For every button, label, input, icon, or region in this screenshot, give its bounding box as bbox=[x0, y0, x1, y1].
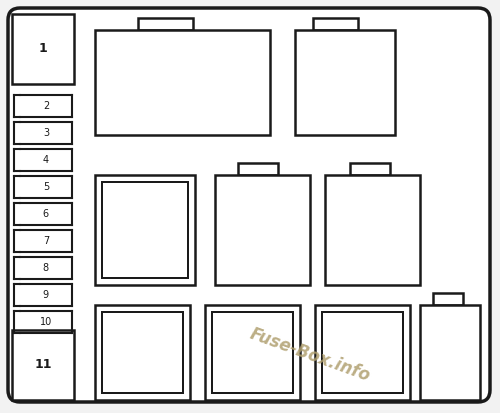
FancyBboxPatch shape bbox=[8, 8, 490, 402]
Bar bbox=[205, 305, 300, 400]
Text: 7: 7 bbox=[43, 236, 49, 246]
Bar bbox=[102, 312, 183, 393]
Text: 6: 6 bbox=[43, 209, 49, 219]
Bar bbox=[322, 312, 403, 393]
Text: 5: 5 bbox=[43, 182, 49, 192]
Text: Fuse-Box.info: Fuse-Box.info bbox=[248, 325, 372, 385]
Bar bbox=[215, 175, 310, 285]
Text: 10: 10 bbox=[40, 317, 52, 327]
Bar bbox=[312, 18, 358, 30]
Bar bbox=[12, 14, 74, 84]
Bar bbox=[315, 305, 410, 400]
Text: 1: 1 bbox=[38, 43, 48, 55]
Bar bbox=[95, 30, 270, 135]
Bar bbox=[102, 182, 188, 278]
Text: 4: 4 bbox=[43, 155, 49, 165]
Bar bbox=[433, 293, 463, 305]
Text: 9: 9 bbox=[43, 290, 49, 300]
Bar bbox=[95, 175, 195, 285]
Bar bbox=[212, 312, 293, 393]
Text: 3: 3 bbox=[43, 128, 49, 138]
Bar bbox=[325, 175, 420, 285]
Bar bbox=[12, 330, 74, 400]
Bar bbox=[95, 305, 190, 400]
Bar bbox=[420, 305, 480, 400]
Text: 11: 11 bbox=[34, 358, 52, 372]
Bar bbox=[350, 163, 390, 175]
Bar bbox=[295, 30, 395, 135]
Text: 2: 2 bbox=[43, 101, 49, 111]
Text: 8: 8 bbox=[43, 263, 49, 273]
Bar bbox=[138, 18, 192, 30]
Bar bbox=[238, 163, 278, 175]
